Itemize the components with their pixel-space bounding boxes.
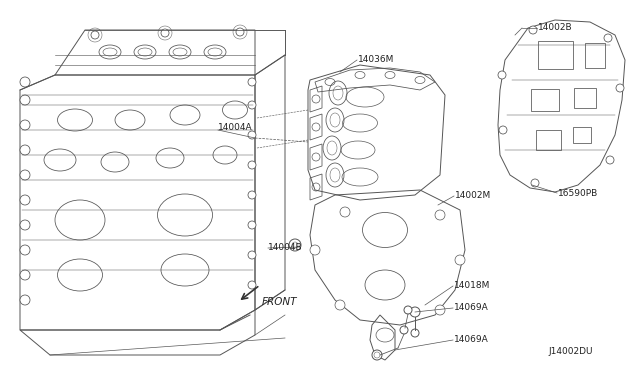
Circle shape (289, 239, 301, 251)
Circle shape (161, 29, 169, 37)
Circle shape (310, 245, 320, 255)
Circle shape (410, 307, 420, 317)
Circle shape (248, 251, 256, 259)
Circle shape (292, 242, 298, 248)
Circle shape (248, 221, 256, 229)
Circle shape (20, 245, 30, 255)
Text: 14004A: 14004A (218, 124, 253, 132)
Circle shape (372, 350, 382, 360)
Circle shape (400, 326, 408, 334)
Circle shape (374, 352, 380, 358)
Circle shape (435, 305, 445, 315)
Circle shape (435, 210, 445, 220)
Circle shape (248, 161, 256, 169)
Text: 14069A: 14069A (454, 304, 489, 312)
Circle shape (20, 77, 30, 87)
Text: 14069A: 14069A (454, 336, 489, 344)
Circle shape (20, 195, 30, 205)
Circle shape (248, 101, 256, 109)
Text: 14018M: 14018M (454, 282, 490, 291)
Circle shape (312, 95, 320, 103)
Circle shape (248, 281, 256, 289)
Text: FRONT: FRONT (262, 297, 298, 307)
Circle shape (248, 191, 256, 199)
Circle shape (335, 300, 345, 310)
Circle shape (312, 123, 320, 131)
Bar (574, 88, 596, 108)
Circle shape (531, 179, 539, 187)
Circle shape (606, 156, 614, 164)
Circle shape (20, 95, 30, 105)
Circle shape (20, 270, 30, 280)
Circle shape (312, 153, 320, 161)
Bar (531, 89, 559, 111)
Bar (536, 130, 561, 150)
Text: J14002DU: J14002DU (548, 347, 593, 356)
Circle shape (248, 131, 256, 139)
Bar (538, 41, 573, 69)
Text: 14002B: 14002B (538, 23, 573, 32)
Circle shape (411, 329, 419, 337)
Text: 16590PB: 16590PB (558, 189, 598, 198)
Circle shape (616, 84, 624, 92)
Circle shape (529, 26, 537, 34)
Circle shape (20, 170, 30, 180)
Circle shape (20, 145, 30, 155)
Text: 14002M: 14002M (455, 192, 492, 201)
Bar (585, 42, 605, 67)
Circle shape (404, 306, 412, 314)
Text: 14036M: 14036M (358, 55, 394, 64)
Circle shape (20, 120, 30, 130)
Circle shape (312, 183, 320, 191)
Circle shape (604, 34, 612, 42)
Circle shape (499, 126, 507, 134)
Circle shape (91, 31, 99, 39)
Circle shape (20, 220, 30, 230)
Circle shape (248, 78, 256, 86)
Circle shape (498, 71, 506, 79)
Circle shape (20, 295, 30, 305)
Bar (573, 127, 591, 143)
Circle shape (340, 207, 350, 217)
Text: 14004B: 14004B (268, 244, 303, 253)
Circle shape (455, 255, 465, 265)
Circle shape (236, 28, 244, 36)
